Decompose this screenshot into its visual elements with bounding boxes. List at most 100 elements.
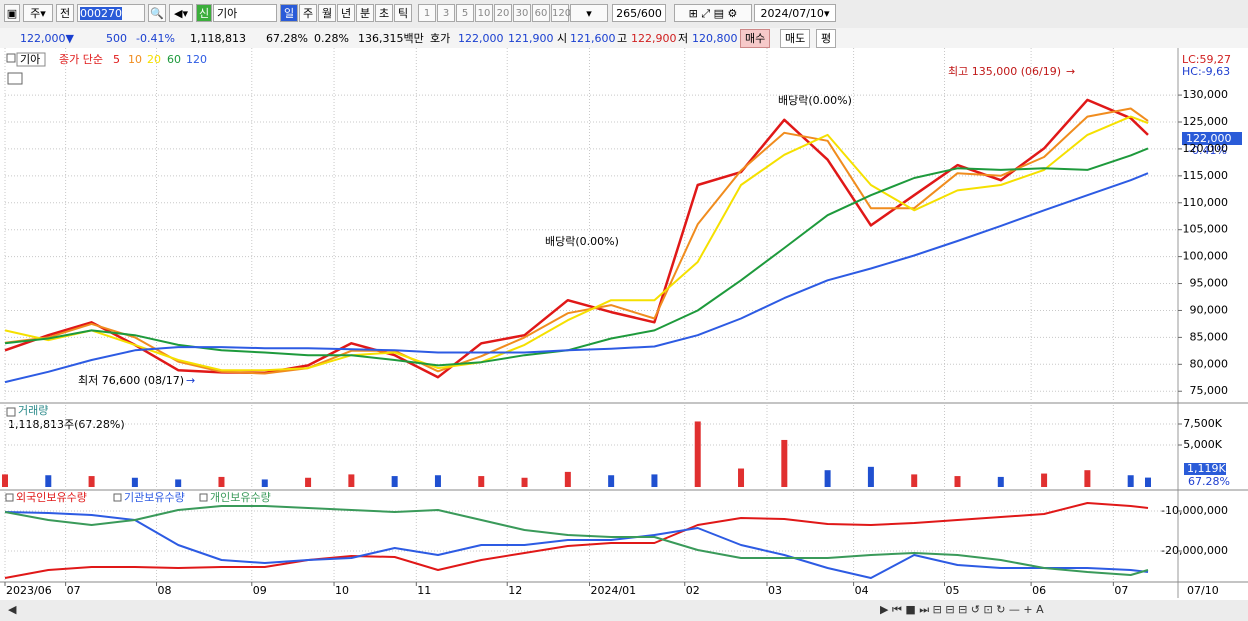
y-tick-label: 105,000 xyxy=(1183,223,1229,236)
x-tick-label: 04 xyxy=(855,584,869,597)
x-tick-label: 07 xyxy=(67,584,81,597)
series-line xyxy=(4,505,1149,576)
y-tick-label: 95,000 xyxy=(1190,277,1229,290)
volume-bar xyxy=(781,439,788,487)
chart: ◀ ▶ ⏮ ■ ⏭ ⊟ ⊟ ⊟ ↺ ⊡ ↻ — + A 기아 종가 단순 LC:… xyxy=(0,48,1248,621)
y-tick-label: 125,000 xyxy=(1183,115,1229,128)
y-tick-label: 80,000 xyxy=(1190,357,1229,370)
volume-bar xyxy=(88,476,95,487)
lc-label: LC:59,27 xyxy=(1182,53,1231,66)
date-input[interactable]: 2024/07/10▾ xyxy=(754,4,836,22)
legend-entry: 120 xyxy=(186,53,207,66)
y-tick-label: 90,000 xyxy=(1190,303,1229,316)
y-tick-label: 100,000 xyxy=(1183,250,1229,263)
scroll-left[interactable]: ◀ xyxy=(8,603,17,616)
open-label: 시 xyxy=(557,32,568,45)
count: 265 xyxy=(616,7,638,20)
legend-icon xyxy=(6,53,16,63)
scrollbar[interactable] xyxy=(0,600,1248,621)
sound-button[interactable]: ◀▾ xyxy=(169,4,193,22)
x-tick-label: 07 xyxy=(1114,584,1128,597)
volume-bar xyxy=(911,474,918,487)
x-tick-label: 11 xyxy=(417,584,431,597)
price: 122,000▼ xyxy=(20,32,74,45)
volume-bar xyxy=(608,475,615,487)
volume-bar xyxy=(2,474,8,487)
y-tick-label: 85,000 xyxy=(1190,330,1229,343)
ask: 122,000 xyxy=(458,32,504,45)
tool-icons[interactable]: ⊞ ⤢ ▤ ⚙ xyxy=(674,4,752,22)
name-input[interactable]: 기아 xyxy=(213,4,277,22)
legend-entry: 20 xyxy=(147,53,161,66)
code-input[interactable]: 000270 xyxy=(77,4,145,22)
menu-icon[interactable]: ▣ xyxy=(4,4,20,22)
scroll-controls[interactable]: ▶ ⏮ ■ ⏭ ⊟ ⊟ ⊟ ↺ ⊡ ↻ — + A xyxy=(880,603,1044,616)
period-button[interactable]: 월 xyxy=(318,4,336,22)
volume-bar xyxy=(1041,473,1048,487)
volume-bar xyxy=(175,479,182,487)
period-button[interactable]: 초 xyxy=(375,4,393,22)
quote-label: 호가 xyxy=(430,32,451,45)
change: 500 xyxy=(106,32,127,45)
interval-button[interactable]: 30 xyxy=(513,4,531,22)
count-max: /600 xyxy=(637,7,662,20)
volume-bar xyxy=(824,470,831,487)
sell-button[interactable]: 매도 xyxy=(780,29,811,48)
interval-button[interactable]: 20 xyxy=(494,4,512,22)
volume-bar xyxy=(694,421,701,487)
high: 122,900 xyxy=(631,32,677,45)
series-line xyxy=(4,511,1149,579)
count-input[interactable]: 265/600 xyxy=(612,4,666,22)
period-button[interactable]: 일 xyxy=(280,4,298,22)
market-select[interactable]: 주▾ xyxy=(23,4,53,22)
interval-button[interactable]: 1 xyxy=(418,4,436,22)
high-arrow: → xyxy=(1066,65,1075,78)
last-rate: -0.41% xyxy=(1188,144,1227,157)
volume-bar xyxy=(1084,470,1091,487)
legend-swatch xyxy=(113,493,122,502)
period-button[interactable]: 년 xyxy=(337,4,355,22)
volume-rate: 67.28% xyxy=(266,32,308,45)
low-arrow: → xyxy=(186,374,195,387)
y-tick-label: -10,000,000 xyxy=(1161,504,1228,517)
dropdown[interactable]: ▾ xyxy=(570,4,608,22)
interval-button[interactable]: 120 xyxy=(551,4,571,22)
legend-entry: 10 xyxy=(128,53,142,66)
volume-bar xyxy=(131,477,138,487)
x-tick-label: 10 xyxy=(335,584,349,597)
volume-bar xyxy=(261,479,268,487)
legend-entry: 개인보유수량 xyxy=(210,491,271,504)
rate: -0.41% xyxy=(136,32,175,45)
x-tick-label: 05 xyxy=(946,584,960,597)
interval-button[interactable]: 3 xyxy=(437,4,455,22)
period-button[interactable]: 주 xyxy=(299,4,317,22)
volume-bar xyxy=(1145,477,1151,487)
legend-name: 기아 xyxy=(20,53,40,66)
volume: 1,118,813 xyxy=(190,32,246,45)
volume-bar xyxy=(521,477,528,487)
period-button[interactable]: 틱 xyxy=(394,4,412,22)
search-button[interactable]: 🔍 xyxy=(148,4,166,22)
buy-button[interactable]: 매수 xyxy=(740,29,771,48)
volume-bar xyxy=(391,476,398,487)
turnover: 0.28% xyxy=(314,32,349,45)
prev-button[interactable]: 전 xyxy=(56,4,74,22)
price-box xyxy=(1182,132,1242,145)
interval-button[interactable]: 60 xyxy=(532,4,550,22)
volume-title: 거래량 xyxy=(18,404,48,417)
date: 2024/07/10 xyxy=(760,7,824,20)
low-label: 저 xyxy=(678,32,689,45)
legend-entry: 5 xyxy=(113,53,120,66)
avg-button[interactable]: 평 xyxy=(816,29,837,48)
legend-entry: 60 xyxy=(167,53,181,66)
y-tick-label: 5,000K xyxy=(1183,438,1222,451)
interval-button[interactable]: 5 xyxy=(456,4,474,22)
code: 000270 xyxy=(80,7,122,20)
volume-bar xyxy=(1127,475,1134,487)
period-button[interactable]: 분 xyxy=(356,4,374,22)
last-price: 122,000 xyxy=(1186,132,1232,145)
legend-swatch xyxy=(199,493,208,502)
interval-button[interactable]: 10 xyxy=(475,4,493,22)
volume-bar xyxy=(738,468,745,487)
